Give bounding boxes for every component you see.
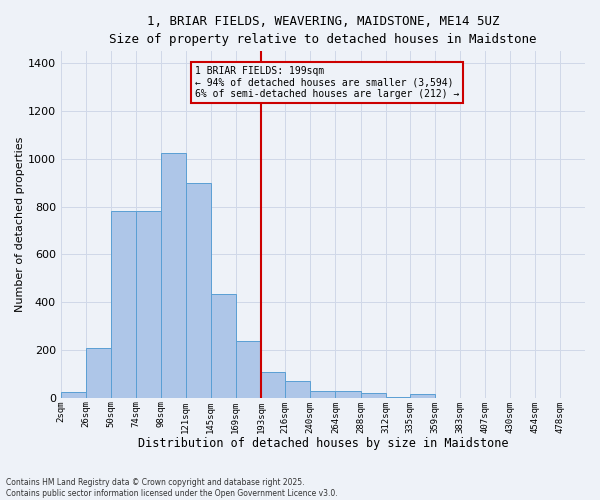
X-axis label: Distribution of detached houses by size in Maidstone: Distribution of detached houses by size … xyxy=(137,437,508,450)
Bar xyxy=(285,381,310,398)
Bar xyxy=(361,393,386,398)
Title: 1, BRIAR FIELDS, WEAVERING, MAIDSTONE, ME14 5UZ
Size of property relative to det: 1, BRIAR FIELDS, WEAVERING, MAIDSTONE, M… xyxy=(109,15,536,46)
Bar xyxy=(310,390,335,398)
Bar xyxy=(86,348,111,398)
Bar xyxy=(335,390,361,398)
Bar xyxy=(185,183,211,398)
Bar xyxy=(61,392,86,398)
Y-axis label: Number of detached properties: Number of detached properties xyxy=(15,137,25,312)
Bar xyxy=(261,372,285,398)
Bar xyxy=(386,396,410,398)
Bar xyxy=(410,394,435,398)
Text: 1 BRIAR FIELDS: 199sqm
← 94% of detached houses are smaller (3,594)
6% of semi-d: 1 BRIAR FIELDS: 199sqm ← 94% of detached… xyxy=(195,66,460,99)
Bar xyxy=(136,212,161,398)
Text: Contains HM Land Registry data © Crown copyright and database right 2025.
Contai: Contains HM Land Registry data © Crown c… xyxy=(6,478,338,498)
Bar xyxy=(211,294,236,398)
Bar xyxy=(236,341,261,398)
Bar xyxy=(161,153,185,398)
Bar xyxy=(111,212,136,398)
